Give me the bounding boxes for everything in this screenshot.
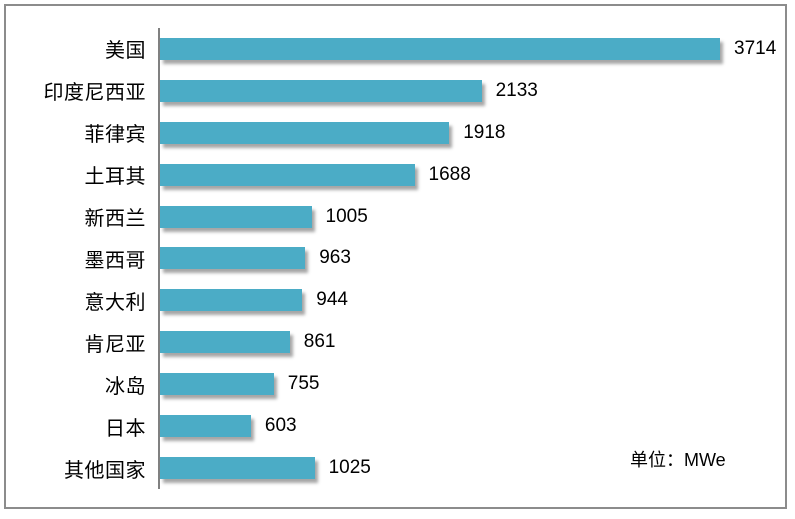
value-label: 3714 [734, 37, 777, 59]
bar [160, 79, 482, 102]
value-label: 755 [287, 373, 320, 395]
bar [160, 37, 720, 60]
chart-row: 日本 603 [0, 405, 795, 447]
value-label: 861 [303, 331, 336, 353]
category-label: 意大利 [84, 291, 146, 314]
value-label: 944 [316, 289, 348, 311]
chart-row: 冰岛 755 [0, 363, 795, 405]
chart-row: 美国 3714 [0, 28, 795, 70]
category-label: 冰岛 [105, 375, 146, 398]
category-label: 其他国家 [64, 459, 146, 482]
chart-row: 其他国家 1025 [0, 447, 795, 489]
bar [160, 289, 303, 312]
value-label: 1688 [428, 163, 471, 185]
category-label: 肯尼亚 [84, 333, 146, 356]
category-label: 墨西哥 [84, 249, 146, 272]
chart-row: 新西兰 1005 [0, 196, 795, 238]
bar [160, 415, 251, 438]
value-label: 963 [319, 247, 351, 269]
category-label: 日本 [105, 417, 146, 440]
y-axis-line [158, 28, 160, 489]
category-label: 印度尼西亚 [43, 82, 146, 105]
bar [160, 331, 290, 354]
value-label: 1025 [328, 457, 371, 479]
value-label: 2133 [495, 79, 538, 101]
value-label: 603 [264, 415, 297, 437]
chart-row: 意大利 944 [0, 279, 795, 321]
chart-row: 肯尼亚 861 [0, 321, 795, 363]
bar [160, 121, 450, 144]
unit-label: 单位：MWe [630, 450, 726, 470]
value-label: 1005 [325, 205, 368, 227]
category-label: 新西兰 [84, 208, 146, 231]
bar [160, 373, 274, 396]
category-label: 土耳其 [84, 166, 146, 189]
bar [160, 163, 415, 186]
value-label: 1918 [463, 121, 506, 143]
chart-row: 土耳其 1688 [0, 154, 795, 196]
bar [160, 457, 315, 480]
plot-rows: 美国 3714 印度尼西亚 2133 菲律宾 1918 土耳其 1688 新西兰… [0, 28, 795, 489]
chart-row: 墨西哥 963 [0, 238, 795, 280]
bar [160, 247, 306, 270]
chart-row: 印度尼西亚 2133 [0, 70, 795, 112]
chart-row: 菲律宾 1918 [0, 112, 795, 154]
category-label: 菲律宾 [84, 124, 146, 147]
category-label: 美国 [105, 40, 146, 63]
bar [160, 205, 312, 228]
